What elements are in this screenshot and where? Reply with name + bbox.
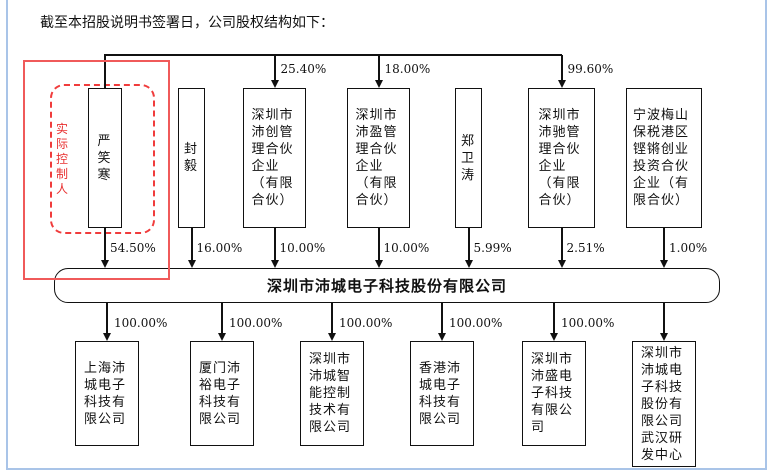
stake-label: 5.99% — [473, 241, 512, 255]
stake-label: 1.00% — [669, 241, 708, 255]
stake-label: 10.00% — [279, 241, 326, 255]
intro-text: 截至本招股说明书签署日，公司股权结构如下： — [40, 15, 334, 31]
shareholder-box: 深圳市沛驰管理合伙企业（有限合伙） — [528, 88, 595, 228]
yan-stake-arrow-arrowhead — [557, 80, 566, 88]
document-frame — [6, 0, 767, 470]
subsidiary-arrow-arrowhead — [438, 333, 446, 341]
subsidiary-arrow-line — [106, 303, 108, 334]
stake-label: 16.00% — [196, 241, 243, 255]
yan-stake-label: 18.00% — [384, 62, 431, 76]
subsidiary-stake-label: 100.00% — [114, 316, 168, 330]
control-line-drop — [104, 54, 106, 88]
stake-arrow-arrowhead — [101, 260, 109, 268]
subsidiary-arrow-line — [663, 303, 665, 334]
box-label: 宁波梅山保税港区铿锵创业投资合伙企业（有限合伙） — [633, 108, 690, 208]
box-label: 郑卫涛 — [461, 133, 476, 183]
stake-arrow-line — [560, 228, 563, 261]
subsidiary-box: 厦门沛裕电子科技有限公司 — [190, 341, 254, 446]
stake-arrow-line — [377, 228, 380, 261]
stake-arrow-arrowhead — [270, 260, 279, 268]
stake-label: 54.50% — [110, 241, 156, 255]
stake-arrow-line — [104, 228, 106, 261]
subsidiary-arrow-arrowhead — [328, 333, 336, 341]
subsidiary-arrow-arrowhead — [218, 333, 226, 341]
box-label: 深圳市沛驰管理合伙企业（有限合伙） — [538, 108, 581, 208]
stake-arrow-line — [273, 228, 276, 261]
subsidiary-arrow-line — [221, 303, 223, 334]
stake-arrow-line — [467, 228, 470, 261]
stake-arrow-arrowhead — [557, 260, 566, 268]
controller-dashed-outline — [50, 84, 155, 234]
shareholder-box: 封毅 — [178, 88, 205, 228]
stake-arrow-arrowhead — [374, 260, 383, 268]
box-label: 深圳市沛盈管理合伙企业（有限合伙） — [355, 108, 398, 208]
subsidiary-arrow-arrowhead — [660, 333, 668, 341]
yan-stake-arrow-arrowhead — [270, 80, 279, 88]
box-label: 严笑寒 — [97, 133, 112, 183]
stake-label: 2.51% — [566, 241, 605, 255]
box-label: 深圳市沛创管理合伙企业（有限合伙） — [251, 108, 294, 208]
yan-stake-label: 99.60% — [567, 62, 614, 76]
shareholder-box: 严笑寒 — [88, 88, 122, 228]
yan-stake-arrow-line — [560, 55, 563, 81]
box-label: 香港沛城电子科技有限公司 — [419, 360, 462, 427]
box-label: 深圳市沛盛电子科技有限公司 — [531, 352, 574, 435]
stake-arrow-arrowhead — [660, 260, 668, 268]
subsidiary-arrow-line — [441, 303, 443, 334]
box-label: 深圳市沛城智能控制技术有限公司 — [309, 352, 352, 435]
shareholder-box: 深圳市沛创管理合伙企业（有限合伙） — [243, 88, 306, 228]
control-line — [104, 54, 562, 56]
yan-stake-label: 25.40% — [280, 62, 327, 76]
yan-stake-arrow-line — [273, 55, 276, 81]
subsidiary-box: 深圳市沛城智能控制技术有限公司 — [300, 341, 364, 446]
shareholder-box: 深圳市沛盈管理合伙企业（有限合伙） — [347, 88, 410, 228]
highlight-rect — [23, 60, 170, 280]
box-label: 上海沛城电子科技有限公司 — [84, 360, 127, 427]
box-label: 深圳市沛城电子科技股份有限公司武汉研发中心 — [641, 345, 684, 463]
controller-label: 实际控制人 — [56, 122, 69, 196]
subsidiary-arrow-arrowhead — [103, 333, 111, 341]
yan-stake-arrow-arrowhead — [374, 80, 383, 88]
stake-arrow-arrowhead — [464, 260, 473, 268]
company-box: 深圳市沛城电子科技股份有限公司 — [54, 268, 720, 303]
subsidiary-arrow-line — [331, 303, 333, 334]
subsidiary-stake-label: 100.00% — [339, 316, 393, 330]
subsidiary-arrow-arrowhead — [550, 333, 558, 341]
stake-arrow-line — [190, 228, 193, 261]
shareholder-box: 宁波梅山保税港区铿锵创业投资合伙企业（有限合伙） — [626, 88, 702, 228]
subsidiary-box: 深圳市沛城电子科技股份有限公司武汉研发中心 — [632, 341, 696, 467]
subsidiary-box: 香港沛城电子科技有限公司 — [410, 341, 474, 446]
stake-label: 10.00% — [383, 241, 430, 255]
subsidiary-stake-label: 100.00% — [229, 316, 283, 330]
stake-arrow-arrowhead — [187, 260, 196, 268]
subsidiary-box: 上海沛城电子科技有限公司 — [75, 341, 139, 446]
subsidiary-stake-label: 100.00% — [449, 316, 503, 330]
subsidiary-box: 深圳市沛盛电子科技有限公司 — [522, 341, 586, 446]
subsidiary-arrow-line — [553, 303, 555, 334]
stake-arrow-line — [663, 228, 665, 261]
subsidiary-stake-label: 100.00% — [561, 316, 615, 330]
box-label: 封毅 — [184, 142, 199, 174]
shareholder-box: 郑卫涛 — [455, 88, 482, 228]
box-label: 厦门沛裕电子科技有限公司 — [199, 360, 242, 427]
yan-stake-arrow-line — [377, 55, 380, 81]
